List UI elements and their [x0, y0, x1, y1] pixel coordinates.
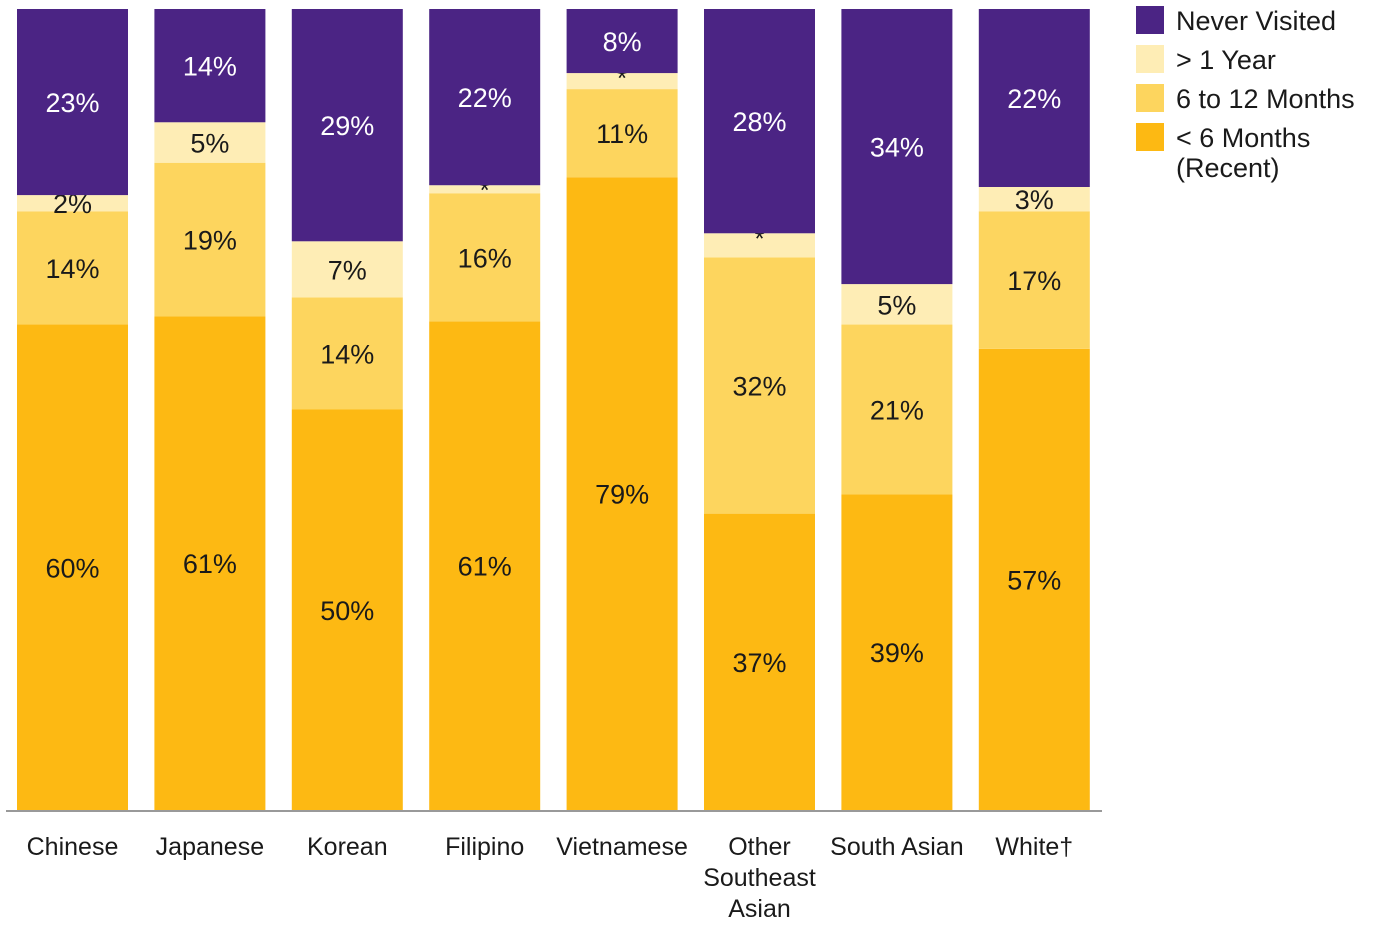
data-label: 39% [870, 638, 924, 668]
bar-segment [566, 89, 678, 178]
legend-label: Never Visited [1176, 6, 1337, 36]
data-label: 50% [320, 596, 374, 626]
data-label: 5% [190, 129, 229, 159]
data-label: 37% [732, 648, 786, 678]
bar-segment [154, 316, 266, 810]
data-label: 14% [45, 254, 99, 284]
legend-label: > 1 Year [1176, 45, 1276, 75]
legend-item: < 6 Months (Recent) [1136, 123, 1376, 183]
bar-segment [291, 241, 403, 298]
bar-segment [704, 9, 815, 234]
data-label: 61% [458, 552, 512, 582]
data-label: 5% [877, 290, 916, 320]
legend-swatch [1136, 6, 1164, 34]
bar-segment [154, 162, 266, 317]
data-label: 7% [328, 255, 367, 285]
data-label: 14% [320, 339, 374, 369]
bar-segment [978, 9, 1090, 187]
bar-segment [704, 257, 815, 514]
bar-segment [291, 409, 403, 810]
data-label: * [617, 63, 627, 93]
legend-item: > 1 Year [1136, 45, 1376, 75]
data-label: * [480, 175, 490, 205]
legend-swatch [1136, 123, 1164, 151]
bar-segment [978, 348, 1090, 810]
category-label: Japanese [155, 833, 265, 861]
bar-segment [978, 211, 1090, 349]
bar-segment [704, 233, 815, 258]
bar-segment [429, 9, 541, 186]
bar-segment [17, 324, 128, 810]
data-label: 28% [732, 107, 786, 137]
category-label: Korean [306, 833, 388, 861]
chart-legend: Never Visited > 1 Year 6 to 12 Months < 6 M… [1136, 6, 1376, 192]
category-label: White† [995, 833, 1074, 861]
data-label: * [754, 223, 764, 253]
bar-segment [154, 122, 266, 163]
legend-item: 6 to 12 Months [1136, 84, 1376, 114]
data-label: 14% [183, 52, 237, 82]
legend-swatch [1136, 84, 1164, 112]
category-label: Other Southeast Asian [703, 833, 816, 923]
category-label: Filipino [445, 833, 525, 861]
bar-segment [429, 321, 541, 810]
data-label: 22% [1007, 84, 1061, 114]
data-label: 29% [320, 111, 374, 141]
data-label: 19% [183, 226, 237, 256]
bar-segment [566, 177, 678, 810]
bar-segment [841, 324, 953, 495]
data-label: 22% [458, 83, 512, 113]
data-label: 11% [596, 119, 648, 149]
bar-segment [841, 494, 953, 810]
bar-segment [154, 9, 266, 123]
bar-segment [978, 187, 1090, 212]
bar-segment [566, 9, 678, 74]
category-label: Vietnamese [556, 833, 688, 861]
bar-segment [841, 284, 953, 325]
data-label: 60% [45, 553, 99, 583]
legend-item: Never Visited [1136, 6, 1376, 36]
data-label: 23% [45, 88, 99, 118]
category-label: Chinese [26, 833, 119, 861]
data-label: 79% [595, 480, 649, 510]
bar-segment [17, 211, 128, 325]
category-label: South Asian [830, 833, 964, 861]
bar-segment [429, 185, 541, 194]
data-label: 34% [870, 133, 924, 163]
data-label: 8% [603, 27, 642, 57]
data-label: 17% [1007, 266, 1061, 296]
bar-segment [429, 193, 541, 322]
legend-swatch [1136, 45, 1164, 73]
bar-segment [704, 513, 815, 810]
legend-label: 6 to 12 Months [1176, 84, 1355, 114]
data-label: 16% [458, 243, 512, 273]
data-label: 32% [732, 371, 786, 401]
data-label: 61% [183, 549, 237, 579]
bar-segment [291, 9, 403, 242]
data-label: 21% [870, 396, 924, 426]
bar-segment [291, 297, 403, 410]
bar-segment [17, 195, 128, 212]
legend-label: < 6 Months (Recent) [1176, 123, 1311, 183]
bar-segment [566, 73, 678, 90]
bar-segment [17, 9, 128, 196]
data-label: 57% [1007, 565, 1061, 595]
data-label: 3% [1015, 185, 1054, 215]
bar-segment [841, 9, 953, 285]
